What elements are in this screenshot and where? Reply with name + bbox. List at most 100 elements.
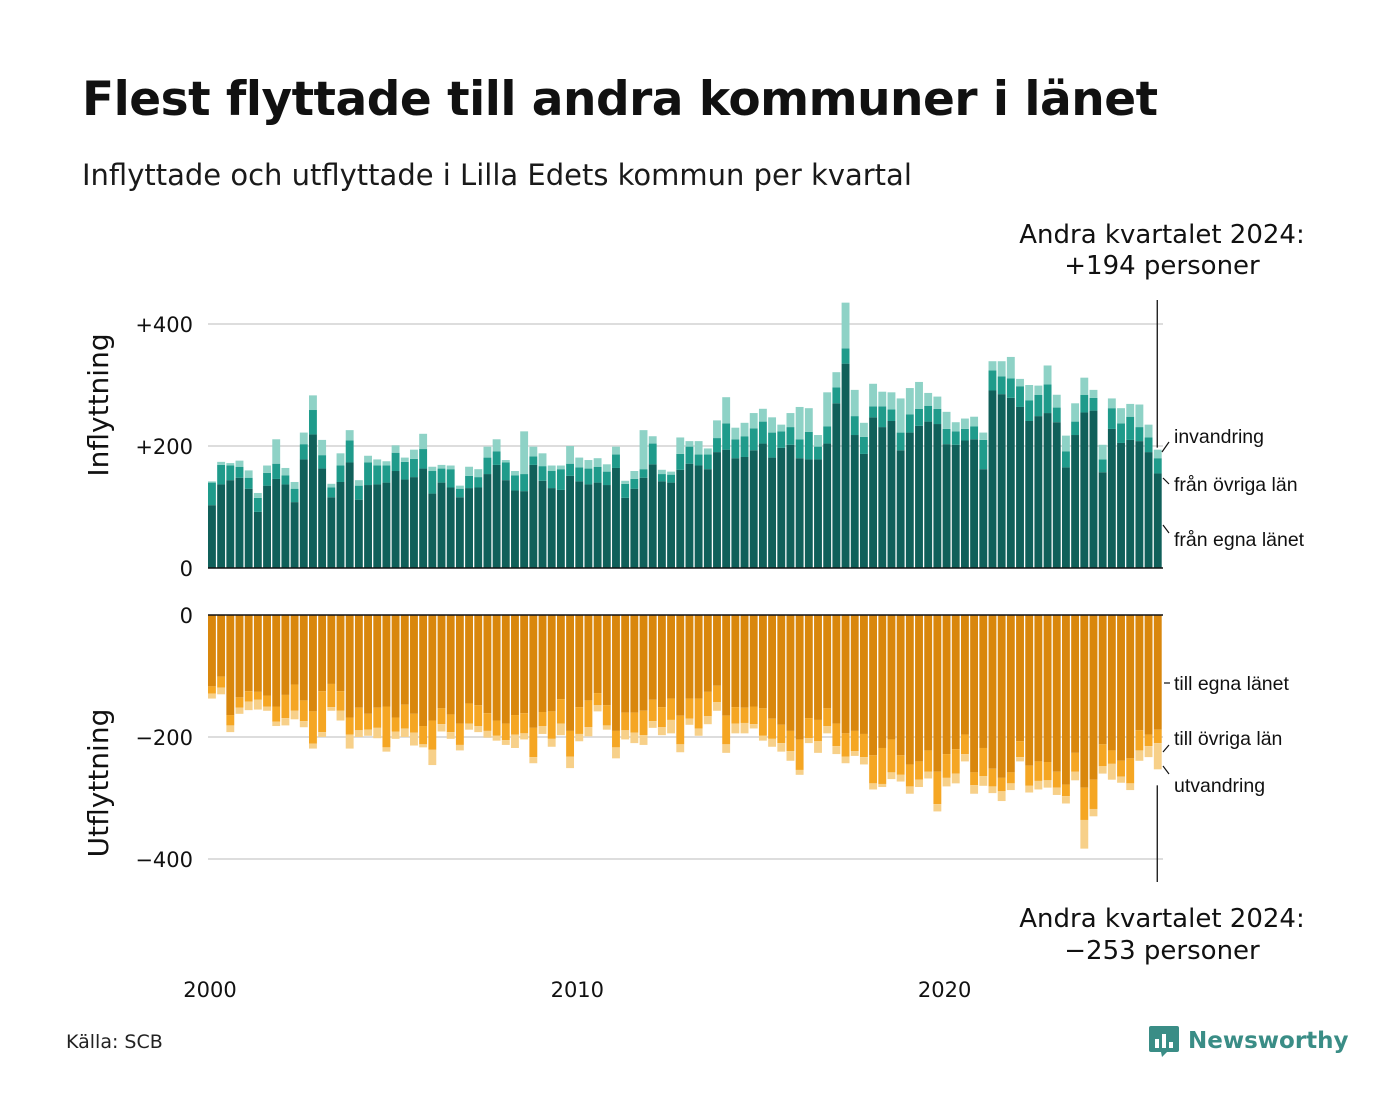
inflow-bar-segment [263,472,271,486]
inflow-bar-segment [859,453,868,568]
outflow-bar-segment [217,687,226,695]
inflow-bar-segment [676,453,685,470]
x-tick-label: 2000 [183,978,236,1002]
outflow-bar-segment [621,730,630,740]
inflow-bar-segment [896,432,905,451]
inflow-bar-segment [318,455,327,469]
outflow-bar-segment [804,718,813,739]
outflow-bar-segment [263,615,271,696]
inflow-bar-segment [318,468,327,568]
inflow-bar-segment [960,418,969,429]
outflow-bar-segment [1025,615,1034,766]
inflow-bar-segment [667,474,676,483]
inflow-bar-segment [795,439,804,459]
outflow-bar-segment [492,720,501,736]
outflow-bar-segment [419,615,428,727]
inflow-bar-segment [253,511,262,568]
outflow-bar-segment [520,615,529,714]
outflow-bar-segment [318,691,327,733]
inflow-bar-segment [685,463,694,568]
outflow-bar-segment [703,716,712,725]
inflow-bar-segment [1126,439,1135,568]
inflow-bar-segment [244,470,253,478]
outflow-bar-segment [905,764,914,787]
outflow-bar-segment [814,615,822,720]
outflow-label-leader [1162,765,1170,775]
inflow-bar-segment [703,454,712,470]
inflow-bar-segment [988,361,997,371]
inflow-bar-segment [226,463,235,466]
inflow-bar-segment [979,432,988,440]
inflow-bar-segment [410,449,418,459]
outflow-bar-segment [970,615,979,773]
inflow-bar-segment [786,413,795,428]
inflow-bar-segment [483,457,492,475]
inflow-bar-segment [1098,459,1107,473]
inflow-bar-segment [740,422,749,437]
outflow-bar-segment [309,711,317,744]
outflow-bar-segment [345,734,354,749]
outflow-bar-segment [657,615,666,708]
inflow-bar-segment [924,421,933,568]
inflow-bar-segment [556,489,565,568]
outflow-bar-segment [979,615,988,748]
outflow-bar-segment [630,712,639,733]
outflow-bar-segment [887,615,896,740]
inflow-bar-segment [511,490,519,568]
inflow-bar-segment [915,408,923,426]
inflow-bar-segment [593,458,602,467]
outflow-bar-segment [244,615,253,692]
inflow-bar-segment [1126,403,1135,417]
outflow-label-leader [1162,744,1170,753]
inflow-bar-segment [465,475,473,489]
inflow-bar-segment [217,464,226,485]
inflow-bar-segment [547,488,556,568]
outflow-bar-segment [1153,743,1162,770]
inflow-bar-segment [915,425,923,568]
outflow-bar-segment [841,756,850,764]
inflow-bar-segment [299,444,308,460]
outflow-bar-segment [529,757,538,764]
outflow-bar-segment [602,705,611,726]
outflow-bar-segment [713,702,721,711]
outflow-bar-segment [942,615,951,755]
inflow-bar-segment [1080,412,1089,568]
inflow-bar-segment [768,457,777,568]
outflow-bar-segment [795,615,804,740]
inflow-bar-segment [1144,437,1153,453]
inflow-bar-segment [850,435,859,568]
outflow-bar-segment [749,724,758,729]
inflow-bar-segment [667,471,676,475]
inflow-bar-segment [428,466,437,472]
outflow-bar-segment [905,615,914,765]
outflow-bar-segment [364,615,372,714]
outflow-bar-segment [281,694,290,719]
outflow-bar-segment [1043,615,1052,763]
outflow-bar-segment [235,707,244,714]
outflow-bar-segment [667,698,676,720]
outflow-bar-segment [915,779,923,788]
outflow-bar-segment [832,723,841,747]
outflow-bar-segment [309,743,317,749]
inflow-bar-segment [566,463,575,476]
outflow-bar-segment [327,707,336,711]
outflow-bar-segment [529,727,538,758]
outflow-annotation-line2: −253 personer [1064,936,1260,966]
inflow-bar-segment [547,471,556,489]
inflow-bar-segment [354,480,363,486]
outflow-bar-segment [896,615,905,756]
inflow-bar-segment [933,424,942,568]
outflow-bar-segment [1080,787,1089,820]
outflow-bar-segment [823,615,832,709]
inflow-bar-segment [584,468,593,485]
inflow-bar-segment [474,487,483,568]
inflow-bar-segment [455,485,464,489]
inflow-label-leader [1161,441,1170,453]
inflow-bar-segment [612,454,620,468]
inflow-bar-segment [887,392,896,410]
outflow-bar-segment [474,726,483,733]
inflow-bar-segment [960,440,969,568]
inflow-bar-segment [970,426,979,440]
inflow-bar-segment [1089,397,1098,411]
outflow-bar-segment [685,615,694,699]
